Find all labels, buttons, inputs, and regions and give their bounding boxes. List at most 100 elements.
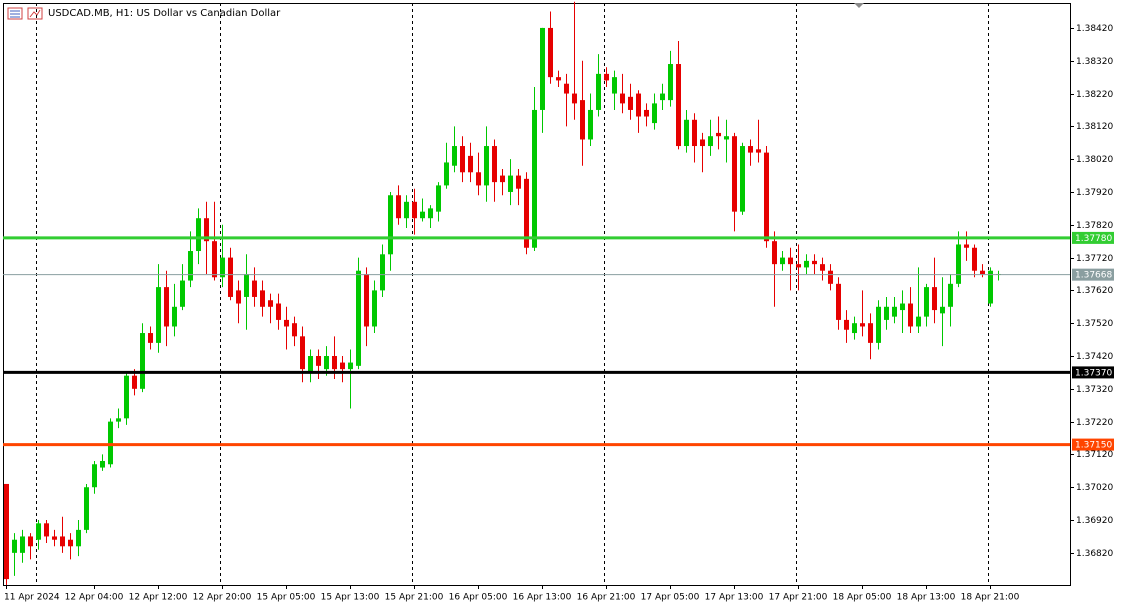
candle-body [364,273,369,327]
candle-body [420,211,425,219]
x-tick-label: 18 Apr 13:00 [897,593,956,603]
x-tick-label: 15 Apr 13:00 [321,593,380,603]
y-tick-label: 1.37720 [1076,254,1113,264]
candle-body [316,356,321,366]
x-tick-label: 16 Apr 13:00 [513,593,572,603]
candle-body [980,270,985,274]
candle-body [468,155,473,173]
candle-body [92,464,97,488]
candle-body [756,149,761,153]
candle-body [124,375,129,419]
candle-body [644,109,649,117]
candle-body [564,83,569,94]
shift-marker [854,3,864,8]
plot-frame [3,3,1071,586]
candle-body [716,132,721,137]
x-tick-label: 11 Apr 2024 [4,593,60,603]
candle-body [188,251,193,281]
candle-body [828,270,833,284]
candle-body [276,303,281,320]
candle-body [380,254,385,291]
candle-body [500,175,505,183]
candle-body [396,195,401,219]
candle-body [28,536,33,547]
candle-body [4,483,9,580]
candle-body [140,333,145,389]
icon-line [29,9,41,18]
candle-body [524,178,529,248]
candle-body [308,356,313,373]
candle-body [76,529,81,547]
candle-body [348,362,353,370]
level-label-box [1072,231,1114,244]
y-tick-label: 1.38220 [1076,90,1113,100]
x-tick-label: 12 Apr 20:00 [193,593,252,603]
y-tick-label: 1.37420 [1076,352,1113,362]
candle-body [724,136,729,140]
x-tick-label: 16 Apr 21:00 [577,593,636,603]
candle-body [100,460,105,468]
candle-body [196,218,201,252]
candle-body [372,290,377,327]
level-label: 1.37780 [1075,234,1112,244]
levels: 1.37780 1.37668 1.37370 1.37150 [3,231,1114,451]
y-tick-label: 1.38420 [1076,24,1113,34]
candle-body [508,175,513,192]
x-tick-label: 12 Apr 04:00 [65,593,124,603]
candle-body [876,306,881,343]
candle-body [260,290,265,307]
y-tick-label: 1.37820 [1076,221,1113,231]
candle-body [668,64,673,101]
candle-body [812,260,817,265]
candle-body [764,152,769,242]
candle-body [788,257,793,265]
candle-body [940,306,945,314]
candle-body [804,260,809,268]
x-tick-label: 18 Apr 21:00 [961,593,1020,603]
candle-body [12,539,17,553]
y-tick-label: 1.37320 [1076,385,1113,395]
candle-body [68,539,73,547]
x-tick-label: 12 Apr 12:00 [129,593,188,603]
candle-body [660,93,665,101]
candle-body [588,109,593,140]
candle-body [556,77,561,81]
candle-body [596,73,601,110]
candle-body [532,109,537,248]
candle-body [252,280,257,297]
y-tick-label: 1.38320 [1076,57,1113,67]
candle-body [332,356,337,370]
y-tick-label: 1.37220 [1076,418,1113,428]
candle-body [900,303,905,311]
candle-body [948,283,953,307]
y-tick-label: 1.38120 [1076,122,1113,132]
y-tick-label: 1.36820 [1076,549,1113,559]
candle-body [748,146,753,153]
candle-body [108,421,113,465]
candle-body [52,536,57,540]
candle-body [60,536,65,547]
x-tick-label: 15 Apr 21:00 [385,593,444,603]
candle-body [908,303,913,327]
candle-body [932,287,937,311]
candles [4,1,1001,586]
candle-body [708,136,713,147]
level-label: 1.37150 [1075,441,1112,451]
window-icons [7,7,43,20]
candle-body [516,175,521,189]
candle-body [404,201,409,219]
candle-body [444,162,449,186]
x-tick-label: 18 Apr 05:00 [833,593,892,603]
candle-body [692,119,697,147]
y-tick-label: 1.38020 [1076,155,1113,165]
candle-body [156,287,161,343]
candle-body [204,218,209,242]
x-tick-label: 17 Apr 05:00 [641,593,700,603]
candle-body [604,73,609,81]
chart-title: USDCAD.MB, H1: US Dollar vs Canadian Dol… [48,8,281,19]
candle-body [540,27,545,110]
candle-body [20,536,25,553]
level-label: 1.37370 [1075,368,1112,378]
